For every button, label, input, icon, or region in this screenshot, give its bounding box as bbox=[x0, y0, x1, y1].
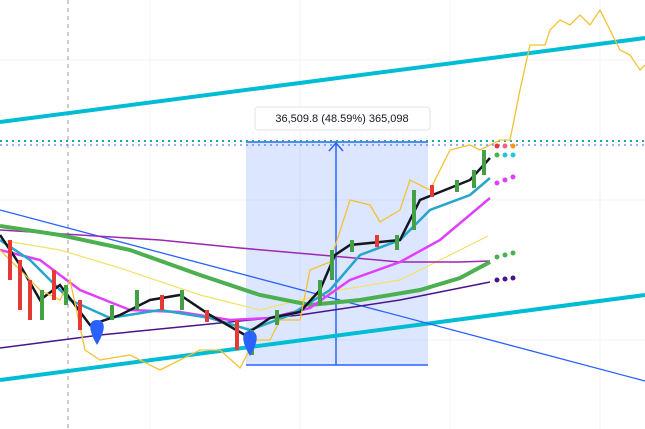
ma-cyan bbox=[0, 177, 491, 332]
ma-magenta bbox=[0, 197, 491, 322]
channel-lower bbox=[0, 293, 645, 382]
channel-upper bbox=[0, 36, 645, 124]
price-line bbox=[0, 8, 645, 371]
forecast-dots bbox=[494, 143, 516, 283]
marker bbox=[90, 320, 104, 345]
marker bbox=[243, 331, 257, 356]
ma-purple bbox=[0, 229, 491, 263]
measure-label-box bbox=[254, 106, 431, 131]
ma-green bbox=[0, 224, 491, 308]
measure-label: 36,509.8 (48.59%) 365,098 bbox=[275, 113, 408, 125]
ma-thin bbox=[0, 235, 489, 311]
measure-arrowhead bbox=[328, 141, 344, 152]
